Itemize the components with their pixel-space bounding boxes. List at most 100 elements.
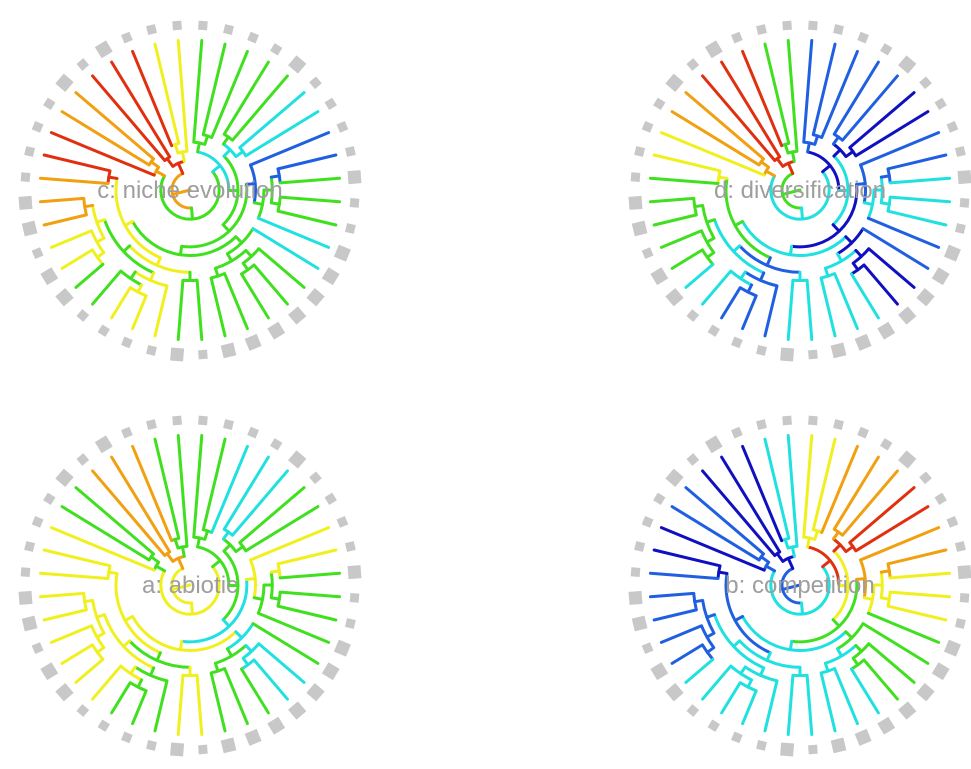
tip-marker: [121, 426, 133, 439]
tip-marker: [94, 40, 113, 59]
tip-marker: [336, 516, 349, 528]
branch-arc: [879, 571, 884, 599]
branch: [670, 643, 704, 665]
branch: [806, 536, 811, 549]
branch: [659, 624, 704, 644]
tip-marker: [957, 565, 971, 580]
branch: [223, 667, 249, 726]
tip-marker: [267, 716, 286, 735]
tip-marker: [321, 662, 340, 681]
branch: [195, 673, 204, 737]
tip-marker: [630, 567, 641, 577]
branch-arc: [713, 219, 765, 275]
branch: [670, 505, 761, 562]
branch: [659, 131, 766, 177]
branch-arc: [859, 559, 867, 599]
branch: [42, 213, 88, 227]
branch-arc: [836, 622, 865, 651]
branch: [858, 526, 941, 562]
tip-marker: [172, 20, 182, 31]
branch-arc: [791, 184, 859, 249]
branch-arc: [769, 170, 831, 221]
branch-arc: [769, 565, 831, 616]
branch: [866, 216, 941, 249]
branch: [38, 196, 86, 204]
tip-marker: [21, 220, 38, 237]
branch-arc: [128, 639, 191, 669]
branch: [652, 608, 698, 622]
tip-marker: [170, 347, 185, 362]
branch: [231, 469, 289, 537]
tip-markers: [628, 20, 971, 362]
tip-marker: [336, 121, 349, 133]
branch-arc: [103, 219, 155, 275]
tip-marker: [20, 172, 31, 182]
tip-marker: [630, 172, 641, 182]
branch: [861, 227, 930, 270]
branch: [192, 38, 204, 144]
phylogeny-tree: [38, 38, 342, 342]
tip-marker: [943, 639, 961, 657]
tip-marker: [650, 662, 669, 681]
branch: [888, 176, 952, 185]
branch: [153, 284, 169, 338]
tip-marker: [55, 468, 74, 487]
panel-label: c: niche evolution: [97, 177, 282, 204]
branch: [240, 272, 270, 320]
branch-arc: [240, 658, 256, 671]
branch: [171, 583, 192, 591]
tip-marker: [653, 492, 666, 505]
tip-marker: [641, 516, 654, 528]
branch-arc: [836, 227, 865, 256]
tip-marker: [628, 590, 643, 605]
branch: [861, 622, 930, 665]
panel-b-competition: b: competition: [628, 415, 971, 757]
branch: [91, 74, 167, 162]
branch: [276, 604, 338, 622]
branch: [848, 486, 916, 544]
branch: [862, 658, 899, 701]
tip-marker: [833, 419, 844, 431]
tip-marker: [76, 453, 90, 466]
tip-marker: [347, 170, 362, 185]
tip-marker: [854, 333, 872, 351]
branch: [91, 269, 123, 306]
tip-marker: [731, 31, 743, 44]
tip-marker: [946, 516, 959, 528]
branch: [192, 433, 204, 539]
tip-marker: [833, 24, 844, 36]
branch: [866, 611, 941, 644]
branch: [811, 42, 837, 137]
panel-c-niche-evolution: c: niche evolution: [18, 20, 362, 362]
branch: [841, 469, 899, 537]
branch: [195, 278, 204, 342]
branch: [867, 642, 916, 684]
tip-marker: [628, 195, 643, 210]
branch: [276, 153, 338, 171]
tip-marker: [665, 683, 684, 702]
branch: [786, 161, 795, 176]
tip-marker: [220, 737, 237, 754]
tip-marker: [288, 55, 307, 74]
branch: [110, 681, 132, 715]
branch: [800, 206, 804, 221]
branch: [854, 110, 930, 158]
tip-marker: [146, 24, 157, 36]
branch: [819, 276, 837, 338]
branch: [131, 689, 148, 726]
branch: [190, 206, 194, 221]
tip-marker: [321, 267, 340, 286]
tip-marker: [55, 683, 74, 702]
branch-arc: [807, 150, 841, 191]
tip-marker: [333, 244, 351, 262]
branch: [210, 49, 249, 139]
tip-marker: [808, 20, 818, 31]
branch: [670, 110, 761, 167]
branch: [60, 643, 94, 665]
branch-arc: [803, 140, 816, 146]
tip-marker: [55, 288, 74, 307]
branch: [720, 681, 742, 715]
branch-arc: [832, 155, 850, 226]
tip-marker: [55, 73, 74, 92]
branch: [196, 536, 201, 549]
